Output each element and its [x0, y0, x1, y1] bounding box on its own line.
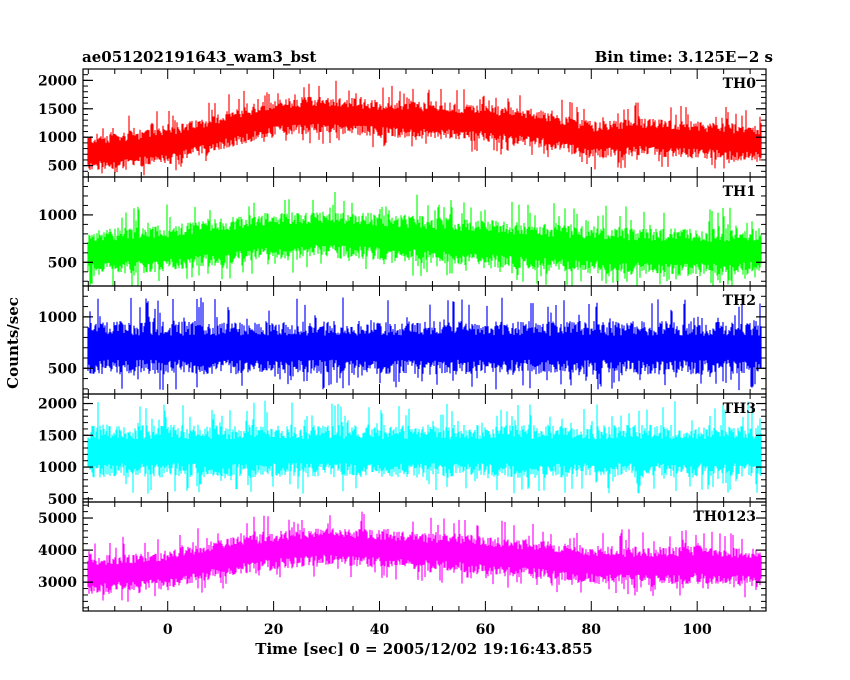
y-tick-label: 500: [48, 255, 77, 271]
panel-label: TH2: [723, 293, 756, 309]
y-tick-label: 1000: [38, 460, 77, 476]
chart-title: ae051202191643_wam3_bst: [82, 48, 316, 66]
x-tick-label: 40: [370, 622, 390, 638]
panel-th0123: 3000 4000 5000 TH0123: [38, 501, 767, 612]
panel-th1: 500 1000 TH1: [38, 176, 767, 287]
y-tick-label: 1000: [38, 310, 77, 326]
y-tick-label: 500: [48, 159, 77, 175]
bin-time-label: Bin time: 3.125E−2 s: [595, 48, 773, 66]
panel-label: TH0: [723, 76, 757, 92]
panel-th3: 500 1000 1500 2000 TH3: [38, 393, 767, 508]
y-tick-label: 1500: [38, 102, 77, 118]
y-tick-label: 3000: [38, 575, 77, 591]
x-tick-label: 80: [582, 622, 602, 638]
panel-th0: 500 1000 1500 2000 TH0: [38, 68, 767, 178]
panel-label: TH1: [723, 184, 756, 200]
x-tick-label: 20: [264, 622, 284, 638]
y-tick-label: 2000: [38, 73, 77, 89]
y-tick-label: 500: [48, 361, 77, 377]
y-tick-label: 5000: [38, 511, 77, 527]
series-th2: [87, 297, 762, 391]
x-tick-label: 0: [163, 622, 173, 638]
series-th0123: [87, 511, 762, 602]
series-th0: [87, 80, 762, 176]
x-tick-label: 60: [476, 622, 496, 638]
x-axis-label: Time [sec] 0 = 2005/12/02 19:16:43.855: [255, 640, 592, 658]
x-axis: 0 20 40 60 80 100: [163, 622, 712, 638]
y-tick-label: 1000: [38, 130, 77, 146]
series-th1: [87, 192, 762, 286]
y-tick-label: 2000: [38, 397, 77, 413]
y-axis-label: Counts/sec: [4, 297, 22, 389]
x-tick-label: 100: [683, 622, 712, 638]
panel-label: TH0123: [693, 509, 756, 525]
y-tick-label: 500: [48, 492, 77, 508]
panel-th2: 500 1000 TH2: [38, 285, 767, 395]
y-tick-label: 1500: [38, 428, 77, 444]
y-tick-label: 4000: [38, 543, 77, 559]
y-tick-label: 1000: [38, 208, 77, 224]
series-th3: [87, 400, 762, 494]
panel-label: TH3: [723, 401, 756, 417]
